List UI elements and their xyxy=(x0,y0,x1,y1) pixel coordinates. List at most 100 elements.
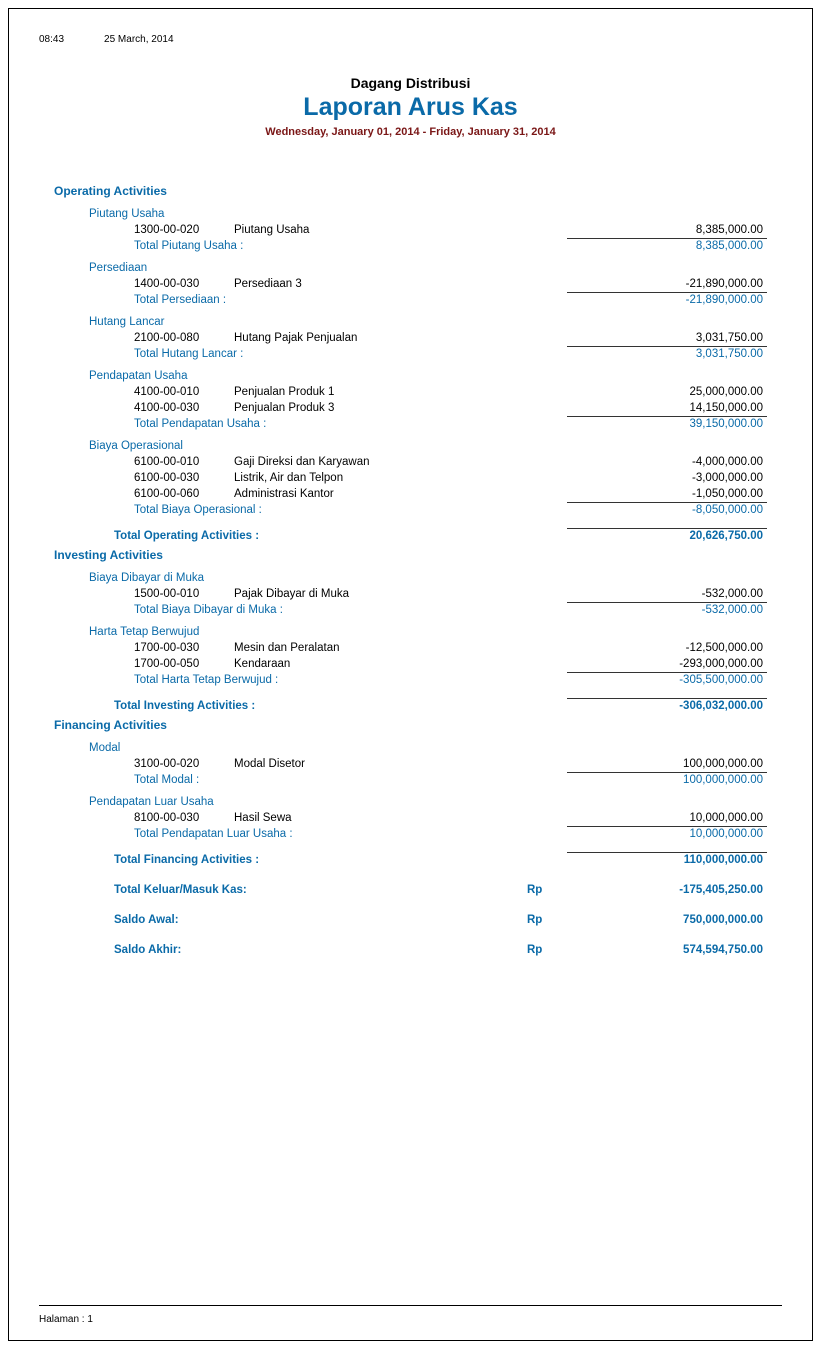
line-item: 1300-00-020Piutang Usaha8,385,000.00 xyxy=(54,224,767,236)
account-label: Persediaan 3 xyxy=(234,278,567,290)
subtotal-value: 100,000,000.00 xyxy=(567,772,767,786)
print-date: 25 March, 2014 xyxy=(104,34,174,45)
account-code: 6100-00-030 xyxy=(134,472,234,484)
section-total-label: Total Operating Activities : xyxy=(114,530,567,542)
page-number: 1 xyxy=(87,1314,93,1325)
account-value: -21,890,000.00 xyxy=(567,278,767,290)
group-title: Biaya Operasional xyxy=(89,440,767,452)
account-value: -1,050,000.00 xyxy=(567,488,767,500)
report-title: Laporan Arus Kas xyxy=(39,93,782,122)
account-label: Kendaraan xyxy=(234,658,567,670)
grand-currency: Rp xyxy=(527,884,587,896)
account-code: 1300-00-020 xyxy=(134,224,234,236)
subtotal-label: Total Pendapatan Usaha : xyxy=(134,418,567,430)
section-title: Financing Activities xyxy=(54,718,767,732)
line-item: 2100-00-080Hutang Pajak Penjualan3,031,7… xyxy=(54,332,767,344)
section-total-value: 20,626,750.00 xyxy=(567,528,767,542)
grand-total-row: Saldo Akhir:Rp574,594,750.00 xyxy=(54,944,767,956)
subtotal-label: Total Pendapatan Luar Usaha : xyxy=(134,828,567,840)
subtotal-value: 3,031,750.00 xyxy=(567,346,767,360)
group-subtotal: Total Pendapatan Usaha :39,150,000.00 xyxy=(54,416,767,430)
account-label: Modal Disetor xyxy=(234,758,567,770)
subtotal-label: Total Persediaan : xyxy=(134,294,567,306)
date-range: Wednesday, January 01, 2014 - Friday, Ja… xyxy=(39,126,782,138)
subtotal-label: Total Harta Tetap Berwujud : xyxy=(134,674,567,686)
account-value: -293,000,000.00 xyxy=(567,658,767,670)
account-label: Gaji Direksi dan Karyawan xyxy=(234,456,567,468)
account-value: 8,385,000.00 xyxy=(567,224,767,236)
subtotal-label: Total Biaya Operasional : xyxy=(134,504,567,516)
section-total: Total Financing Activities :110,000,000.… xyxy=(54,852,767,866)
page-label: Halaman : xyxy=(39,1314,85,1325)
account-code: 1700-00-030 xyxy=(134,642,234,654)
account-value: 14,150,000.00 xyxy=(567,402,767,414)
group-title: Biaya Dibayar di Muka xyxy=(89,572,767,584)
grand-value: 750,000,000.00 xyxy=(587,914,767,926)
line-item: 4100-00-030Penjualan Produk 314,150,000.… xyxy=(54,402,767,414)
account-value: -12,500,000.00 xyxy=(567,642,767,654)
group-subtotal: Total Harta Tetap Berwujud :-305,500,000… xyxy=(54,672,767,686)
subtotal-value: 39,150,000.00 xyxy=(567,416,767,430)
account-code: 6100-00-010 xyxy=(134,456,234,468)
print-time: 08:43 xyxy=(39,34,64,45)
subtotal-value: -532,000.00 xyxy=(567,602,767,616)
section-title: Investing Activities xyxy=(54,548,767,562)
group-title: Hutang Lancar xyxy=(89,316,767,328)
section-total: Total Investing Activities :-306,032,000… xyxy=(54,698,767,712)
line-item: 1400-00-030Persediaan 3-21,890,000.00 xyxy=(54,278,767,290)
account-label: Hasil Sewa xyxy=(234,812,567,824)
subtotal-value: -305,500,000.00 xyxy=(567,672,767,686)
company-name: Dagang Distribusi xyxy=(39,75,782,91)
subtotal-value: -21,890,000.00 xyxy=(567,292,767,306)
group-title: Modal xyxy=(89,742,767,754)
account-code: 1500-00-010 xyxy=(134,588,234,600)
account-value: 25,000,000.00 xyxy=(567,386,767,398)
group-subtotal: Total Persediaan :-21,890,000.00 xyxy=(54,292,767,306)
account-code: 4100-00-030 xyxy=(134,402,234,414)
line-item: 1500-00-010Pajak Dibayar di Muka-532,000… xyxy=(54,588,767,600)
section-total-value: 110,000,000.00 xyxy=(567,852,767,866)
grand-total-row: Total Keluar/Masuk Kas:Rp-175,405,250.00 xyxy=(54,884,767,896)
subtotal-value: 10,000,000.00 xyxy=(567,826,767,840)
account-value: 10,000,000.00 xyxy=(567,812,767,824)
account-code: 3100-00-020 xyxy=(134,758,234,770)
line-item: 8100-00-030Hasil Sewa10,000,000.00 xyxy=(54,812,767,824)
group-title: Persediaan xyxy=(89,262,767,274)
group-title: Pendapatan Luar Usaha xyxy=(89,796,767,808)
line-item: 6100-00-060Administrasi Kantor-1,050,000… xyxy=(54,488,767,500)
grand-label: Total Keluar/Masuk Kas: xyxy=(114,884,527,896)
grand-value: 574,594,750.00 xyxy=(587,944,767,956)
group-subtotal: Total Biaya Dibayar di Muka :-532,000.00 xyxy=(54,602,767,616)
account-label: Pajak Dibayar di Muka xyxy=(234,588,567,600)
account-value: -4,000,000.00 xyxy=(567,456,767,468)
line-item: 6100-00-030Listrik, Air dan Telpon-3,000… xyxy=(54,472,767,484)
grand-total-row: Saldo Awal:Rp750,000,000.00 xyxy=(54,914,767,926)
account-code: 2100-00-080 xyxy=(134,332,234,344)
account-code: 4100-00-010 xyxy=(134,386,234,398)
account-label: Listrik, Air dan Telpon xyxy=(234,472,567,484)
account-code: 1400-00-030 xyxy=(134,278,234,290)
group-subtotal: Total Modal :100,000,000.00 xyxy=(54,772,767,786)
section-total-label: Total Investing Activities : xyxy=(114,700,567,712)
group-title: Piutang Usaha xyxy=(89,208,767,220)
account-label: Piutang Usaha xyxy=(234,224,567,236)
account-value: 3,031,750.00 xyxy=(567,332,767,344)
account-label: Hutang Pajak Penjualan xyxy=(234,332,567,344)
group-title: Harta Tetap Berwujud xyxy=(89,626,767,638)
subtotal-label: Total Modal : xyxy=(134,774,567,786)
account-label: Mesin dan Peralatan xyxy=(234,642,567,654)
grand-label: Saldo Awal: xyxy=(114,914,527,926)
grand-currency: Rp xyxy=(527,944,587,956)
header-block: Dagang Distribusi Laporan Arus Kas Wedne… xyxy=(39,75,782,138)
section-total-value: -306,032,000.00 xyxy=(567,698,767,712)
section-total: Total Operating Activities :20,626,750.0… xyxy=(54,528,767,542)
group-subtotal: Total Pendapatan Luar Usaha :10,000,000.… xyxy=(54,826,767,840)
group-subtotal: Total Biaya Operasional :-8,050,000.00 xyxy=(54,502,767,516)
subtotal-value: -8,050,000.00 xyxy=(567,502,767,516)
page-footer: Halaman : 1 xyxy=(39,1305,782,1325)
line-item: 4100-00-010Penjualan Produk 125,000,000.… xyxy=(54,386,767,398)
account-label: Penjualan Produk 3 xyxy=(234,402,567,414)
subtotal-label: Total Piutang Usaha : xyxy=(134,240,567,252)
subtotal-value: 8,385,000.00 xyxy=(567,238,767,252)
group-subtotal: Total Hutang Lancar :3,031,750.00 xyxy=(54,346,767,360)
